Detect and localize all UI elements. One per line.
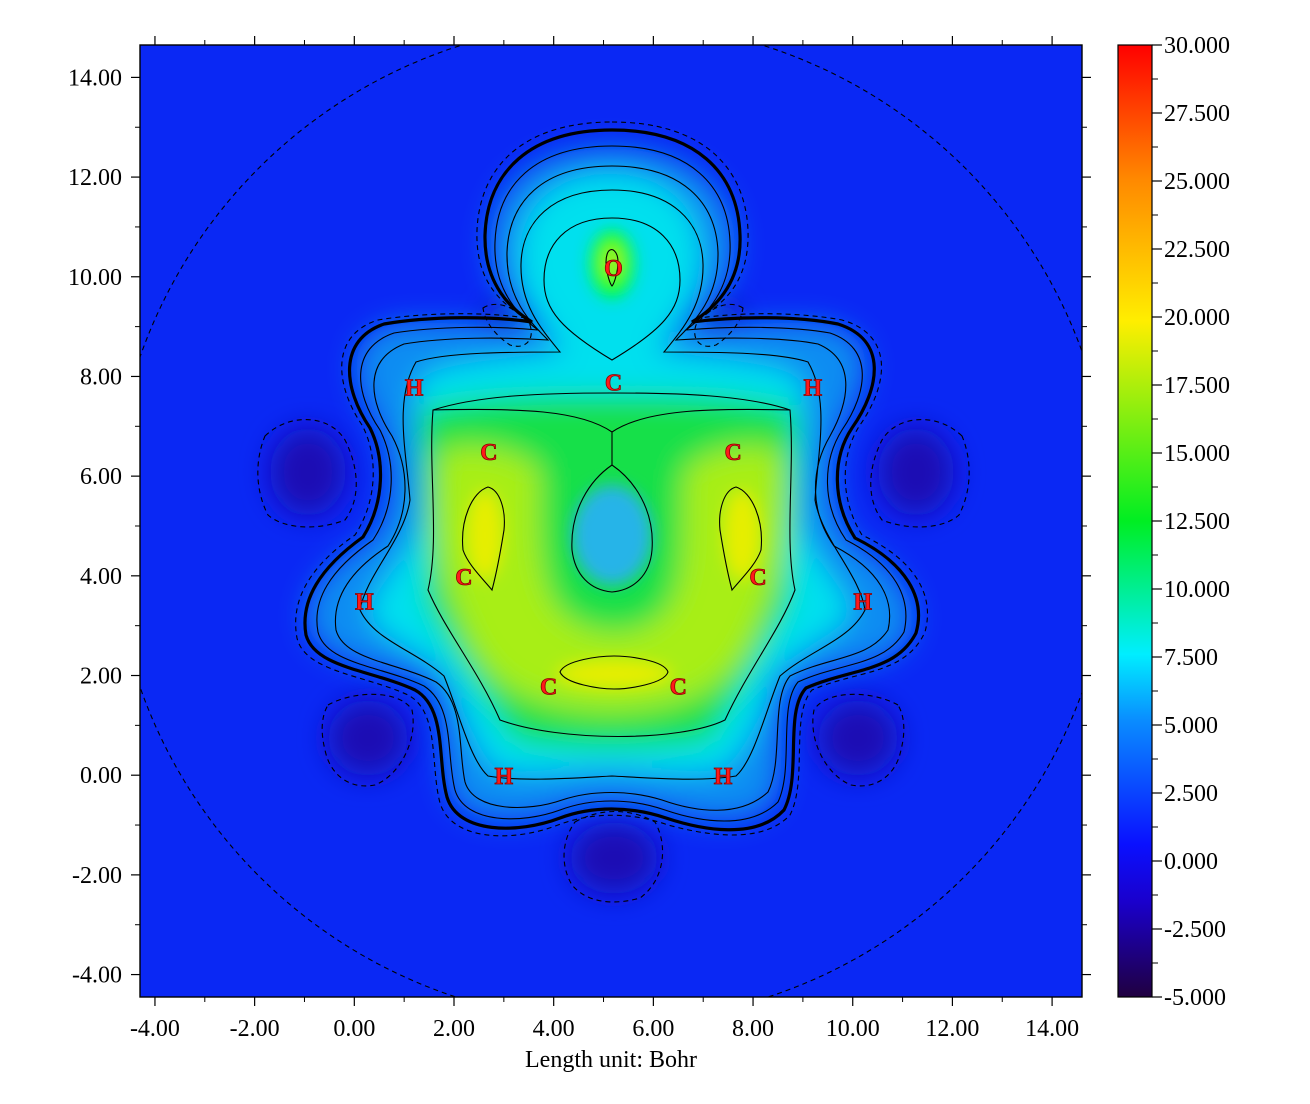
x-axis-label: Length unit: Bohr xyxy=(525,1047,697,1073)
colorbar-tick-label: 5.000 xyxy=(1164,713,1218,739)
colorbar-ticks: 30.000 27.500 25.000 22.500 20.000 17.500 15.0… xyxy=(1152,33,1230,1011)
dashed-lobe-upper-left xyxy=(482,303,532,347)
colorbar-tick-label: 10.000 xyxy=(1164,577,1230,603)
atom-label-c: C xyxy=(605,370,622,396)
atom-label-c: C xyxy=(724,440,741,466)
contour-lines xyxy=(140,45,1082,997)
colorbar-tick-label: 0.000 xyxy=(1164,849,1218,875)
colorbar-tick-label: 12.500 xyxy=(1164,509,1230,535)
contour-oxygen-peak xyxy=(605,249,619,287)
atom-label-h: H xyxy=(714,764,733,790)
y-tick-label: 12.00 xyxy=(68,165,122,191)
plot-frame xyxy=(139,44,1083,998)
x-tick-label: -4.00 xyxy=(130,1016,180,1042)
solid-contour-1 xyxy=(316,145,907,822)
contour-right-peak xyxy=(719,486,763,592)
dashed-lobe-bottom xyxy=(563,810,664,903)
y-tick-label: 6.00 xyxy=(80,464,122,490)
atom-label-c: C xyxy=(540,674,557,700)
colorbar-tick-label: 22.500 xyxy=(1164,237,1230,263)
solid-contour-zero xyxy=(303,128,921,832)
colorbar: 30.000 27.500 25.000 22.500 20.000 17.500 15.0… xyxy=(1117,33,1230,1011)
contour-bottom-peak xyxy=(559,655,669,690)
y-tick-label: -2.00 xyxy=(72,863,122,889)
x-tick-label: 14.00 xyxy=(1025,1016,1079,1042)
atom-label-c: C xyxy=(455,565,472,591)
x-tick-label: 8.00 xyxy=(732,1016,774,1042)
colorbar-tick-label: 30.000 xyxy=(1164,33,1230,59)
y-tick-label: 0.00 xyxy=(80,763,122,789)
y-tick-label: -4.00 xyxy=(72,963,122,989)
y-axis: 14.00 12.00 10.00 8.00 6.00 4.00 2.00 0.00 -2.00… xyxy=(68,65,1091,989)
y-tick-label: 2.00 xyxy=(80,664,122,690)
x-tick-label: 10.00 xyxy=(826,1016,880,1042)
atom-label-h: H xyxy=(853,590,872,616)
y-tick-label: 4.00 xyxy=(80,564,122,590)
dashed-lobe-lower-left xyxy=(321,693,414,787)
solid-contour-oxygen xyxy=(543,217,681,361)
dashed-lobe-left xyxy=(257,418,357,528)
atom-label-c: C xyxy=(670,674,687,700)
atom-label-h: H xyxy=(495,764,514,790)
colorbar-tick-label: 2.500 xyxy=(1164,781,1218,807)
x-tick-label: 0.00 xyxy=(333,1016,375,1042)
colorbar-tick-label: 7.500 xyxy=(1164,645,1218,671)
y-tick-label: 14.00 xyxy=(68,65,122,91)
colorbar-tick-label: 27.500 xyxy=(1164,101,1230,127)
colorbar-tick-label: 25.000 xyxy=(1164,169,1230,195)
contour-left-peak xyxy=(461,486,505,592)
colorbar-gradient xyxy=(1117,44,1153,998)
y-tick-label: 10.00 xyxy=(68,265,122,291)
solid-contour-center xyxy=(432,408,791,593)
dashed-lobe-upper-right xyxy=(694,303,744,347)
colorbar-tick-label: 20.000 xyxy=(1164,305,1230,331)
atom-label-c: C xyxy=(480,440,497,466)
atom-label-o: O xyxy=(604,256,623,282)
x-tick-label: 2.00 xyxy=(433,1016,475,1042)
atom-label-c: C xyxy=(749,565,766,591)
heatmap-field xyxy=(140,45,1082,997)
atom-label-h: H xyxy=(804,375,823,401)
atom-label-h: H xyxy=(405,375,424,401)
solid-contour-3 xyxy=(359,189,866,780)
x-tick-label: 6.00 xyxy=(632,1016,674,1042)
y-tick-label: 8.00 xyxy=(80,364,122,390)
dashed-lobe-lower-right xyxy=(812,693,905,787)
solid-contour-2 xyxy=(334,165,891,811)
colorbar-tick-label: -5.000 xyxy=(1164,985,1226,1011)
colorbar-tick-label: 15.000 xyxy=(1164,441,1230,467)
dashed-contour-outer xyxy=(295,121,929,837)
x-tick-label: 4.00 xyxy=(533,1016,575,1042)
atom-label-h: H xyxy=(355,590,374,616)
x-axis: -4.00 -2.00 0.00 2.00 4.00 6.00 8.00 10.00 12.00… xyxy=(130,36,1079,1042)
colorbar-tick-label: 17.500 xyxy=(1164,373,1230,399)
x-tick-label: 12.00 xyxy=(925,1016,979,1042)
dashed-lobe-right xyxy=(870,418,970,528)
x-tick-label: -2.00 xyxy=(230,1016,280,1042)
colorbar-tick-label: -2.500 xyxy=(1164,917,1226,943)
solid-contour-ring xyxy=(427,392,796,738)
atom-labels: O C H H C C C C H H C C H H xyxy=(355,255,873,790)
